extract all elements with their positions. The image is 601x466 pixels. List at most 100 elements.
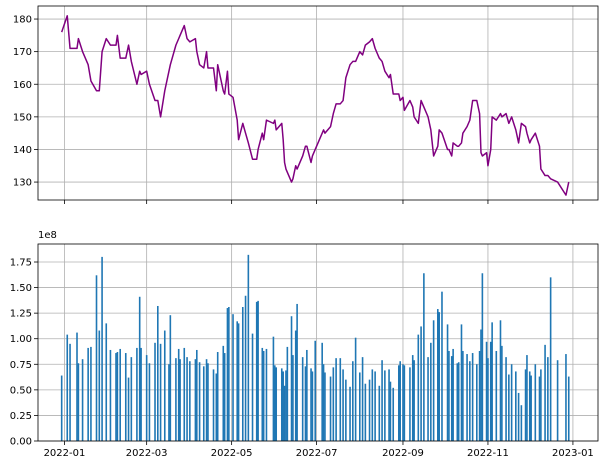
volume-bar (115, 353, 117, 441)
volume-bar (538, 376, 541, 441)
volume-bar (448, 350, 450, 441)
y-tick-label: 0.75 (10, 360, 32, 371)
volume-bar (469, 361, 471, 441)
volume-bar (105, 323, 108, 441)
volume-bar (392, 387, 395, 441)
volume-bar (101, 256, 103, 441)
volume-bar (485, 341, 488, 441)
volume-bar (280, 368, 283, 441)
volume-bar (275, 367, 278, 441)
volume-bar (371, 369, 374, 441)
y-tick-label: 170 (13, 47, 32, 58)
volume-bar (310, 368, 312, 441)
volume-bar (202, 366, 205, 441)
volume-bar (154, 342, 156, 441)
volume-bar (285, 370, 287, 441)
volume-bar (168, 364, 170, 441)
volume-bar (177, 348, 180, 441)
volume-bar (215, 373, 218, 441)
volume-bar (138, 296, 141, 441)
volume-bar (272, 336, 275, 441)
volume-bar (196, 349, 198, 441)
volume-bar (540, 369, 542, 441)
volume-bar (413, 360, 415, 441)
volume-bar (364, 383, 367, 441)
volume-bar (226, 308, 229, 441)
volume-bar (329, 376, 332, 441)
volume-bar (159, 343, 162, 441)
volume-bar (148, 363, 151, 441)
axis-offset-label: 1e8 (38, 230, 57, 241)
axes-frame (37, 243, 599, 442)
volume-bar (481, 273, 484, 441)
volume-bar (119, 348, 121, 441)
volume-bar (332, 367, 335, 441)
volume-bar (247, 254, 250, 441)
volume-bar (212, 369, 215, 441)
y-tick-label: 130 (13, 178, 32, 189)
x-tick-label: 2022-09 (382, 448, 424, 459)
volume-bar (81, 359, 84, 441)
volume-bar (462, 350, 464, 441)
volume-bar (262, 350, 265, 441)
volume-bar (322, 364, 325, 441)
volume-bar (66, 334, 69, 441)
x-tick-label: 2022-07 (296, 448, 338, 459)
volume-bar (324, 372, 326, 441)
volume-bar (183, 347, 186, 441)
volume-bar (441, 291, 443, 441)
price-line (60, 15, 570, 196)
y-tick-label: 1.00 (10, 334, 32, 345)
volume-bar (244, 295, 247, 441)
axes-frame (37, 5, 599, 201)
x-tick-label: 2022-11 (467, 448, 509, 459)
volume-bar (411, 355, 414, 441)
volume-bar (274, 365, 276, 441)
volume-bar (517, 392, 520, 441)
volume-bar (194, 359, 197, 441)
x-tick-label: 2022-01 (44, 448, 86, 459)
y-tick-label: 0.25 (10, 411, 32, 422)
volume-bar (314, 340, 317, 441)
volume-bar (466, 354, 468, 441)
volume-bar (294, 330, 297, 441)
volume-bar (157, 305, 159, 441)
volume-bar (530, 375, 532, 441)
volume-bar (384, 370, 386, 441)
volume-bar (510, 364, 513, 441)
volume-bar (265, 348, 268, 441)
volume-bar (471, 353, 474, 441)
volume-bar (460, 324, 463, 441)
x-tick-label: 2023-01 (552, 448, 594, 459)
volume-bar (388, 369, 390, 441)
volume-bar (304, 366, 307, 441)
y-tick-label: 0.50 (10, 385, 32, 396)
volume-bar (565, 354, 567, 441)
volume-bar (487, 358, 489, 441)
volume-bar (549, 277, 552, 441)
volume-bar (427, 357, 429, 441)
volume-bar (520, 405, 523, 441)
volume-bar (98, 330, 101, 441)
volume-bar (216, 352, 219, 441)
volume-bar (499, 320, 502, 441)
volume-bar (438, 312, 440, 441)
volume-bar (409, 367, 411, 441)
volume-bar (556, 360, 559, 441)
volume-bar (163, 330, 166, 441)
volume-bar (389, 381, 392, 441)
volume-bar (175, 358, 177, 441)
volume-bar (282, 371, 284, 441)
y-tick-label: 1.50 (10, 283, 32, 294)
y-tick-label: 1.75 (10, 258, 32, 269)
volume-bar (430, 342, 432, 441)
volume-bar (567, 376, 570, 441)
volume-bar (261, 347, 264, 441)
volume-bar (60, 375, 63, 441)
volume-bar (349, 386, 351, 441)
volume-bar (222, 345, 225, 441)
volume-bar (544, 344, 546, 441)
volume-bar (290, 316, 293, 441)
volume-bar (140, 347, 142, 441)
